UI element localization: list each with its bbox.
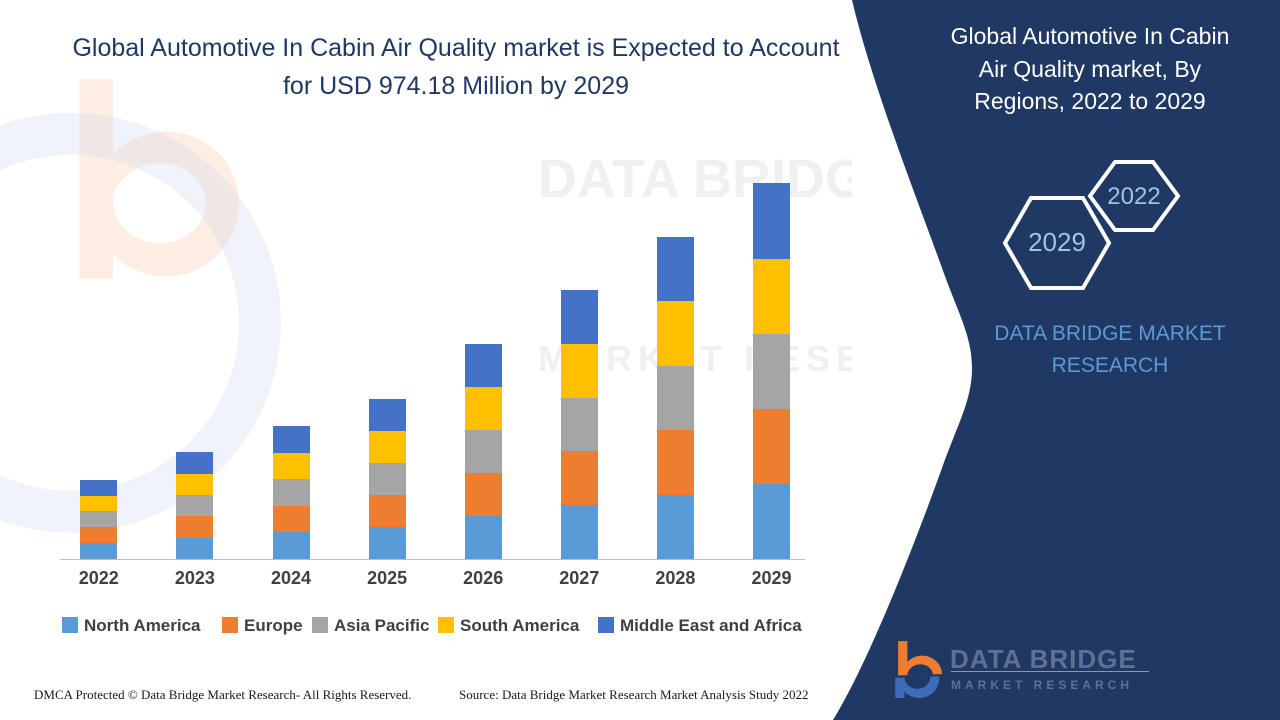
svg-text:2022: 2022 — [1107, 183, 1160, 210]
svg-text:2029: 2029 — [1028, 227, 1086, 257]
